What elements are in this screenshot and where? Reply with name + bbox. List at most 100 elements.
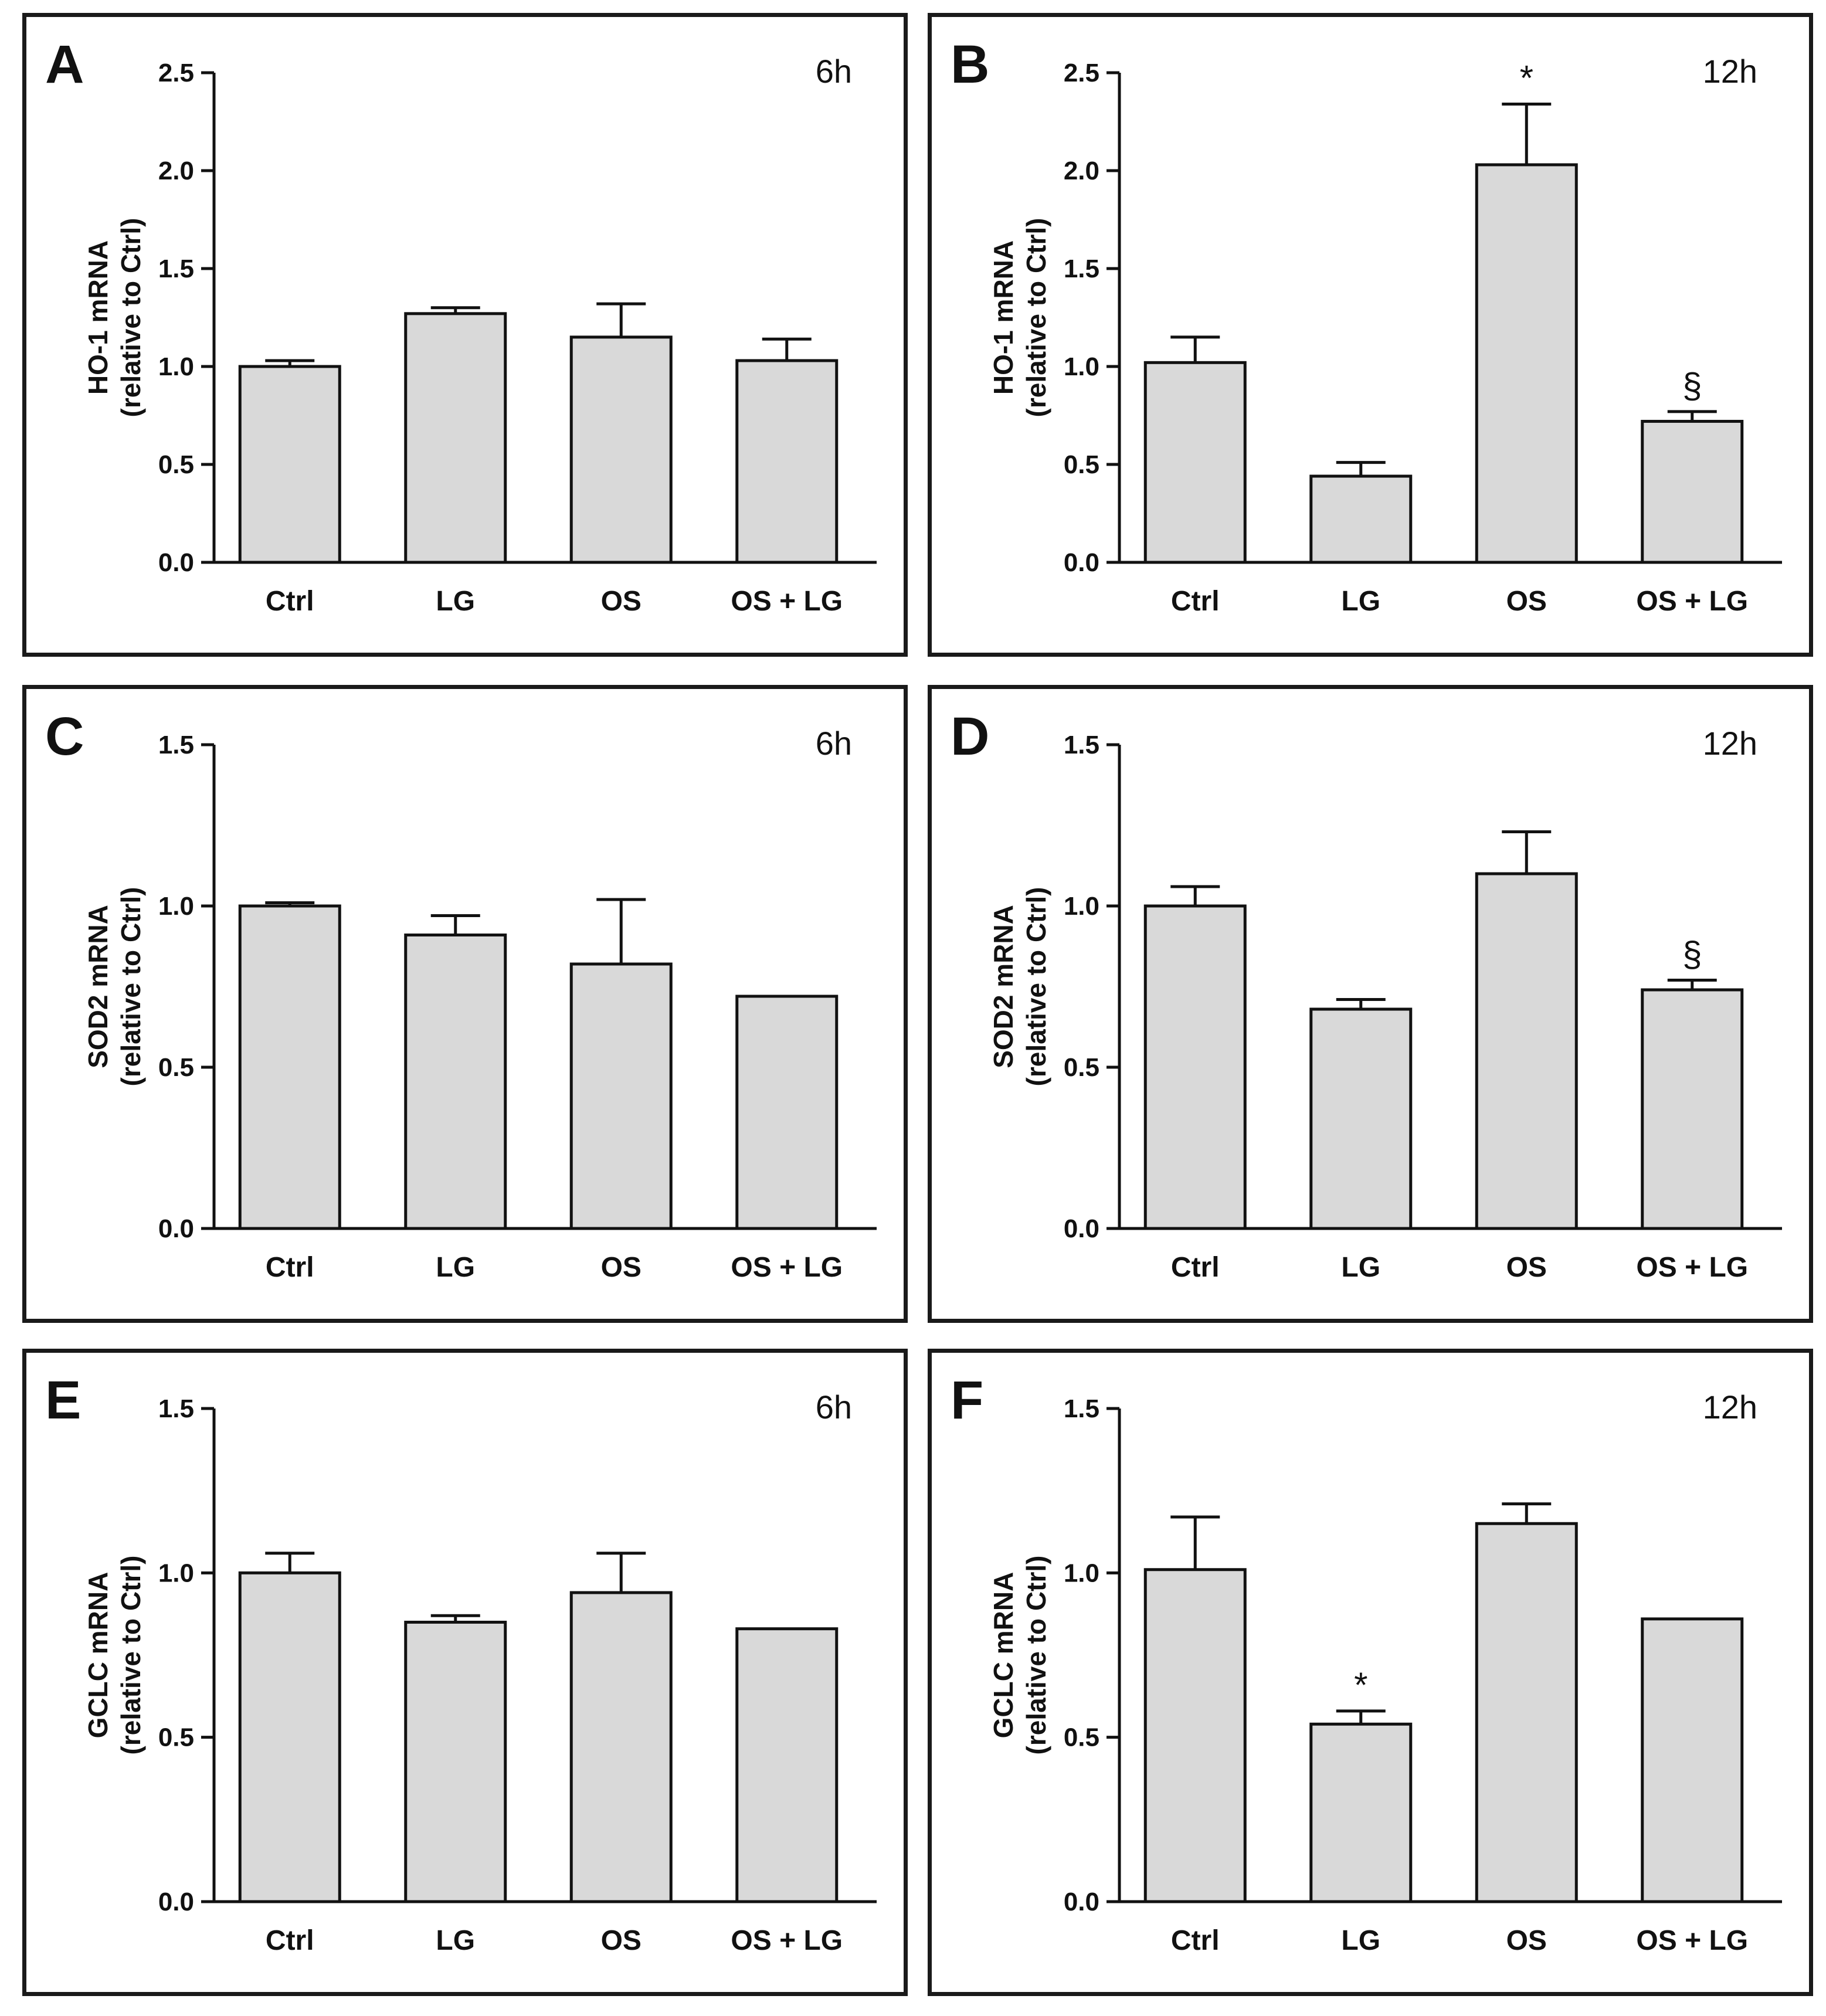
significance-mark-b-os-lg: §: [1682, 366, 1702, 405]
category-label-a-os: OS: [601, 586, 642, 617]
category-label-c-ctrl: Ctrl: [266, 1252, 314, 1283]
category-label-c-os-lg: OS + LG: [731, 1252, 843, 1283]
bar-c-os-lg: [735, 995, 839, 1230]
y-tick-label-d-0: 0.0: [1064, 1214, 1099, 1243]
panel-c: C 6h SOD2 mRNA (relative to Ctrl) 0.0 0.5 1.0 1…: [22, 685, 908, 1323]
panel-a: A 6h HO-1 mRNA (relative to Ctrl) 0.0 0.5 1.0 1…: [22, 13, 908, 657]
y-tick-label-d-1: 0.5: [1064, 1053, 1099, 1082]
panel-d: D 12h SOD2 mRNA (relative to Ctrl) 0.0 0.5 1.0…: [928, 685, 1813, 1323]
category-label-e-os-lg: OS + LG: [731, 1925, 843, 1956]
y-tick-label-d-3: 1.5: [1064, 731, 1099, 759]
category-label-a-ctrl: Ctrl: [266, 586, 314, 617]
y-tick-label-b-4: 2.0: [1064, 157, 1099, 185]
y-tick-label-c-1: 0.5: [158, 1053, 194, 1082]
bar-a-os: [569, 335, 673, 564]
y-axis-title-b-0: HO-1 mRNA: [988, 240, 1019, 395]
y-tick-label-b-0: 0.0: [1064, 548, 1099, 577]
category-label-c-os: OS: [601, 1252, 642, 1283]
bar-d-lg: [1309, 1007, 1413, 1230]
category-label-e-lg: LG: [436, 1925, 475, 1956]
y-tick-label-a-3: 1.5: [158, 254, 194, 283]
y-tick-label-c-0: 0.0: [158, 1214, 194, 1243]
category-label-b-os-lg: OS + LG: [1636, 586, 1748, 617]
bar-f-os: [1475, 1522, 1578, 1903]
y-tick-label-f-2: 1.0: [1064, 1559, 1099, 1587]
bar-a-lg: [404, 312, 507, 564]
y-tick-label-b-1: 0.5: [1064, 450, 1099, 479]
panel-label-a: A: [45, 35, 84, 94]
y-tick-label-b-3: 1.5: [1064, 254, 1099, 283]
category-label-f-os: OS: [1506, 1925, 1547, 1956]
bar-f-lg: [1309, 1722, 1413, 1903]
panel-b: B 12h HO-1 mRNA (relative to Ctrl) 0.0 0.5 1.0…: [928, 13, 1813, 657]
category-label-d-lg: LG: [1341, 1252, 1380, 1283]
bar-b-ctrl: [1143, 361, 1247, 564]
category-label-d-os-lg: OS + LG: [1636, 1252, 1748, 1283]
category-label-d-os: OS: [1506, 1252, 1547, 1283]
y-tick-label-a-1: 0.5: [158, 450, 194, 479]
bar-c-lg: [404, 934, 507, 1230]
y-axis-title-c-0: SOD2 mRNA: [83, 905, 113, 1068]
bar-e-os: [569, 1591, 673, 1903]
y-axis-title-a-1: (relative to Ctrl): [116, 218, 146, 418]
y-axis-title-d-1: (relative to Ctrl): [1021, 887, 1051, 1087]
time-label-a: 6h: [816, 53, 852, 90]
category-label-c-lg: LG: [436, 1252, 475, 1283]
y-tick-label-e-2: 1.0: [158, 1559, 194, 1587]
time-label-c: 6h: [816, 725, 852, 762]
y-tick-label-a-4: 2.0: [158, 157, 194, 185]
y-tick-label-c-2: 1.0: [158, 892, 194, 921]
bar-c-ctrl: [238, 904, 341, 1230]
y-axis-title-c-1: (relative to Ctrl): [116, 887, 146, 1087]
chart-e: E 6h GCLC mRNA (relative to Ctrl) 0.0 0.5 1.0 1…: [45, 1370, 877, 1956]
significance-mark-f-lg: *: [1354, 1665, 1367, 1705]
category-label-f-lg: LG: [1341, 1925, 1380, 1956]
bar-b-os-lg: [1641, 420, 1744, 564]
chart-c: C 6h SOD2 mRNA (relative to Ctrl) 0.0 0.5 1.0 1…: [45, 707, 877, 1283]
bar-b-os: [1475, 163, 1578, 564]
panel-label-b: B: [951, 35, 989, 94]
y-tick-label-a-2: 1.0: [158, 352, 194, 381]
y-tick-label-c-3: 1.5: [158, 731, 194, 759]
time-label-f: 12h: [1703, 1389, 1757, 1426]
bar-d-os-lg: [1641, 988, 1744, 1230]
y-tick-label-a-0: 0.0: [158, 548, 194, 577]
category-label-b-os: OS: [1506, 586, 1547, 617]
category-label-b-lg: LG: [1341, 586, 1380, 617]
bar-e-lg: [404, 1620, 507, 1903]
panel-label-e: E: [45, 1370, 81, 1430]
y-tick-label-e-0: 0.0: [158, 1888, 194, 1916]
chart-a: A 6h HO-1 mRNA (relative to Ctrl) 0.0 0.5 1.0 1…: [45, 35, 877, 617]
y-axis-title-e-1: (relative to Ctrl): [116, 1556, 146, 1755]
significance-mark-d-os-lg: §: [1682, 935, 1702, 974]
y-tick-label-f-0: 0.0: [1064, 1888, 1099, 1916]
category-label-f-ctrl: Ctrl: [1171, 1925, 1220, 1956]
y-tick-label-e-3: 1.5: [158, 1394, 194, 1423]
bar-e-os-lg: [735, 1627, 839, 1903]
panel-label-d: D: [951, 707, 989, 766]
y-axis-title-e-0: GCLC mRNA: [83, 1572, 113, 1739]
y-tick-label-a-5: 2.5: [158, 59, 194, 87]
category-label-b-ctrl: Ctrl: [1171, 586, 1220, 617]
chart-b: B 12h HO-1 mRNA (relative to Ctrl) 0.0 0.5 1.0…: [951, 35, 1782, 617]
y-tick-label-f-3: 1.5: [1064, 1394, 1099, 1423]
chart-f: F 12h GCLC mRNA (relative to Ctrl) 0.0 0.5 1.0…: [951, 1370, 1782, 1956]
y-axis-title-f-1: (relative to Ctrl): [1021, 1556, 1051, 1755]
panel-label-f: F: [951, 1370, 983, 1430]
y-tick-label-b-2: 1.0: [1064, 352, 1099, 381]
bar-e-ctrl: [238, 1571, 341, 1903]
panel-label-c: C: [45, 707, 84, 766]
bar-c-os: [569, 962, 673, 1230]
y-axis-title-b-1: (relative to Ctrl): [1021, 218, 1051, 418]
y-tick-label-f-1: 0.5: [1064, 1723, 1099, 1752]
bar-b-lg: [1309, 474, 1413, 564]
panel-f: F 12h GCLC mRNA (relative to Ctrl) 0.0 0.5 1.0…: [928, 1349, 1813, 1996]
panel-e: E 6h GCLC mRNA (relative to Ctrl) 0.0 0.5 1.0 1…: [22, 1349, 908, 1996]
bar-d-ctrl: [1143, 904, 1247, 1230]
bar-d-os: [1475, 872, 1578, 1230]
category-label-f-os-lg: OS + LG: [1636, 1925, 1748, 1956]
y-axis-title-a-0: HO-1 mRNA: [83, 240, 113, 395]
category-label-e-os: OS: [601, 1925, 642, 1956]
significance-mark-b-os: *: [1520, 58, 1533, 97]
category-label-a-lg: LG: [436, 586, 475, 617]
